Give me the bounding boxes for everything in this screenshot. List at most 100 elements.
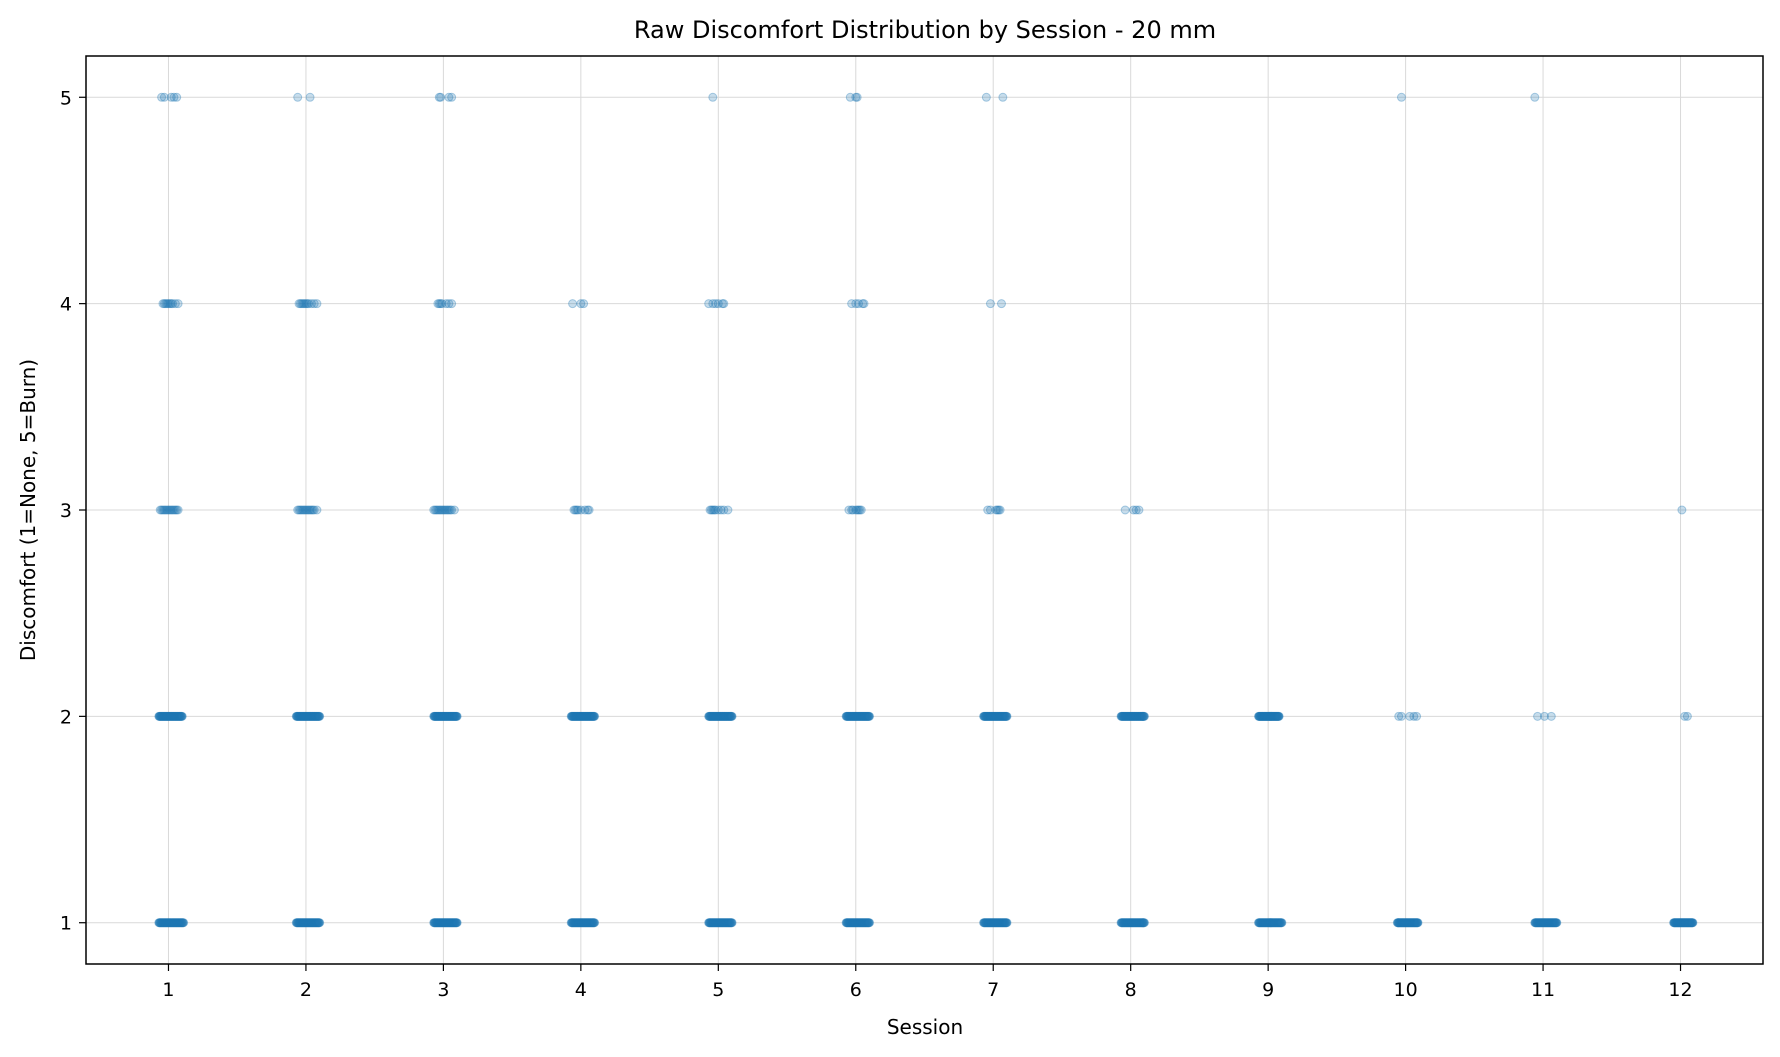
data-point [309, 505, 319, 515]
data-point [1257, 918, 1267, 928]
data-point [847, 711, 857, 721]
data-point [861, 918, 871, 928]
data-point [570, 918, 580, 928]
data-point [857, 711, 867, 721]
data-point [447, 711, 457, 721]
data-point [1123, 711, 1133, 721]
data-point [713, 918, 723, 928]
data-point [709, 711, 719, 721]
data-point [571, 711, 581, 721]
data-point [1261, 918, 1271, 928]
x-tick-label: 10 [1394, 979, 1418, 1001]
data-point [448, 711, 458, 721]
data-point [1120, 505, 1130, 515]
data-point [722, 918, 732, 928]
data-point [722, 918, 732, 928]
data-point [162, 918, 172, 928]
data-point [1133, 918, 1143, 928]
data-point [715, 918, 725, 928]
data-point [710, 711, 720, 721]
data-point [706, 711, 716, 721]
data-point [312, 918, 322, 928]
data-point [589, 711, 599, 721]
data-point [164, 918, 174, 928]
data-point [1120, 711, 1130, 721]
data-point [303, 711, 313, 721]
data-point [998, 918, 1008, 928]
data-point [311, 918, 321, 928]
data-point [169, 505, 179, 515]
chart-title: Raw Discomfort Distribution by Session -… [634, 16, 1216, 44]
data-point [1254, 711, 1264, 721]
data-point [1263, 918, 1273, 928]
data-point [992, 918, 1002, 928]
data-point [1138, 918, 1148, 928]
x-tick-label: 5 [712, 979, 724, 1001]
data-point [853, 918, 863, 928]
data-point [993, 711, 1003, 721]
data-point [705, 711, 715, 721]
data-point [429, 918, 439, 928]
data-point [725, 918, 735, 928]
data-point [1132, 918, 1142, 928]
data-point [1129, 918, 1139, 928]
data-point [434, 918, 444, 928]
data-point [1118, 918, 1128, 928]
data-point [988, 918, 998, 928]
data-point [305, 505, 315, 515]
data-point [1265, 711, 1275, 721]
data-point [301, 711, 311, 721]
data-point [725, 918, 735, 928]
data-point [1139, 711, 1149, 721]
data-point [1264, 918, 1274, 928]
y-tick-label: 1 [60, 913, 72, 935]
data-point [434, 711, 444, 721]
data-point [715, 711, 725, 721]
data-point [441, 711, 451, 721]
data-point [1267, 918, 1277, 928]
data-point [439, 918, 449, 928]
data-point [1270, 711, 1280, 721]
data-point [160, 711, 170, 721]
data-point [298, 711, 308, 721]
data-point [708, 711, 718, 721]
data-point [298, 505, 308, 515]
data-point [441, 918, 451, 928]
data-point [567, 711, 577, 721]
data-point [443, 711, 453, 721]
data-point [1126, 711, 1136, 721]
data-point [580, 711, 590, 721]
data-point [863, 711, 873, 721]
data-point [430, 505, 440, 515]
data-point [452, 918, 462, 928]
x-axis-label: Session [887, 1015, 963, 1039]
data-point [578, 711, 588, 721]
data-point [852, 505, 862, 515]
data-point [576, 918, 586, 928]
data-point [1256, 918, 1266, 928]
data-point [717, 299, 727, 309]
data-point [1273, 711, 1283, 721]
data-point [435, 918, 445, 928]
data-point [991, 918, 1001, 928]
data-point [858, 711, 868, 721]
data-point [986, 711, 996, 721]
data-point [306, 918, 316, 928]
data-point [844, 505, 854, 515]
data-point [170, 299, 180, 309]
data-point [1267, 711, 1277, 721]
data-point [159, 711, 169, 721]
data-point [983, 505, 993, 515]
data-point [996, 918, 1006, 928]
data-point [990, 918, 1000, 928]
data-point [586, 918, 596, 928]
data-point [298, 711, 308, 721]
data-point [434, 505, 444, 515]
data-point [293, 92, 303, 102]
data-point [431, 918, 441, 928]
data-point [1263, 711, 1273, 721]
data-point [1000, 918, 1010, 928]
data-point [440, 711, 450, 721]
data-point [720, 711, 730, 721]
data-point [1267, 918, 1277, 928]
